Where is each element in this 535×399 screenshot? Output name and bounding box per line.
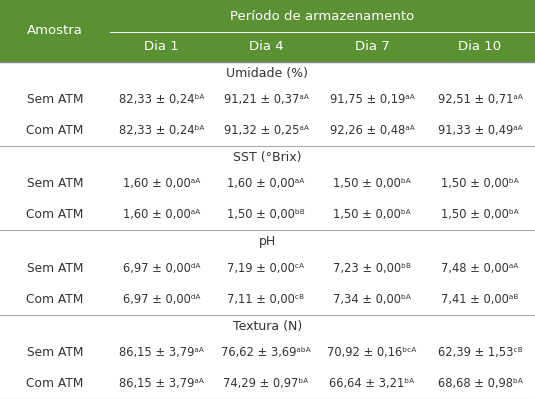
- Text: 7,11 ± 0,00ᶜᴮ: 7,11 ± 0,00ᶜᴮ: [227, 292, 304, 306]
- Text: Sem ATM: Sem ATM: [27, 262, 83, 275]
- Text: 86,15 ± 3,79ᵃᴬ: 86,15 ± 3,79ᵃᴬ: [119, 346, 204, 359]
- Text: 7,41 ± 0,00ᵃᴮ: 7,41 ± 0,00ᵃᴮ: [441, 292, 519, 306]
- Text: SST (°Brix): SST (°Brix): [233, 151, 302, 164]
- Text: 1,60 ± 0,00ᵃᴬ: 1,60 ± 0,00ᵃᴬ: [227, 178, 304, 190]
- Text: Dia 10: Dia 10: [458, 41, 502, 53]
- Text: 7,34 ± 0,00ᵇᴬ: 7,34 ± 0,00ᵇᴬ: [333, 292, 411, 306]
- Text: 92,51 ± 0,71ᵃᴬ: 92,51 ± 0,71ᵃᴬ: [438, 93, 523, 106]
- Text: 91,33 ± 0,49ᵃᴬ: 91,33 ± 0,49ᵃᴬ: [438, 124, 522, 136]
- Text: Com ATM: Com ATM: [26, 292, 83, 306]
- Text: 7,19 ± 0,00ᶜᴬ: 7,19 ± 0,00ᶜᴬ: [227, 262, 304, 275]
- Text: Com ATM: Com ATM: [26, 208, 83, 221]
- Text: Textura (N): Textura (N): [233, 320, 302, 333]
- Text: Umidade (%): Umidade (%): [226, 67, 309, 79]
- Text: Sem ATM: Sem ATM: [27, 346, 83, 359]
- Text: 7,23 ± 0,00ᵇᴮ: 7,23 ± 0,00ᵇᴮ: [333, 262, 411, 275]
- Text: Amostra: Amostra: [27, 24, 83, 38]
- Text: 74,29 ± 0,97ᵇᴬ: 74,29 ± 0,97ᵇᴬ: [224, 377, 309, 390]
- Text: 86,15 ± 3,79ᵃᴬ: 86,15 ± 3,79ᵃᴬ: [119, 377, 204, 390]
- Text: 92,26 ± 0,48ᵃᴬ: 92,26 ± 0,48ᵃᴬ: [330, 124, 415, 136]
- Text: Dia 4: Dia 4: [249, 41, 284, 53]
- Text: 1,60 ± 0,00ᵃᴬ: 1,60 ± 0,00ᵃᴬ: [123, 208, 200, 221]
- Text: 1,50 ± 0,00ᵇᴬ: 1,50 ± 0,00ᵇᴬ: [441, 208, 519, 221]
- Text: 66,64 ± 3,21ᵇᴬ: 66,64 ± 3,21ᵇᴬ: [330, 377, 415, 390]
- Text: 7,48 ± 0,00ᵃᴬ: 7,48 ± 0,00ᵃᴬ: [441, 262, 519, 275]
- Text: 1,50 ± 0,00ᵇᴬ: 1,50 ± 0,00ᵇᴬ: [441, 178, 519, 190]
- Text: 62,39 ± 1,53ᶜᴮ: 62,39 ± 1,53ᶜᴮ: [438, 346, 522, 359]
- Text: 1,50 ± 0,00ᵇᴮ: 1,50 ± 0,00ᵇᴮ: [227, 208, 305, 221]
- Text: 91,32 ± 0,25ᵃᴬ: 91,32 ± 0,25ᵃᴬ: [224, 124, 309, 136]
- Text: Dia 7: Dia 7: [355, 41, 389, 53]
- Text: 1,50 ± 0,00ᵇᴬ: 1,50 ± 0,00ᵇᴬ: [333, 208, 411, 221]
- Text: 82,33 ± 0,24ᵇᴬ: 82,33 ± 0,24ᵇᴬ: [119, 93, 204, 106]
- Text: 70,92 ± 0,16ᵇᶜᴬ: 70,92 ± 0,16ᵇᶜᴬ: [327, 346, 417, 359]
- Text: Com ATM: Com ATM: [26, 124, 83, 136]
- Text: pH: pH: [259, 235, 276, 249]
- Text: Com ATM: Com ATM: [26, 377, 83, 390]
- Text: Sem ATM: Sem ATM: [27, 93, 83, 106]
- Bar: [0, 0, 535, 62]
- Text: 91,21 ± 0,37ᵃᴬ: 91,21 ± 0,37ᵃᴬ: [224, 93, 309, 106]
- Text: 1,60 ± 0,00ᵃᴬ: 1,60 ± 0,00ᵃᴬ: [123, 178, 200, 190]
- Text: 68,68 ± 0,98ᵇᴬ: 68,68 ± 0,98ᵇᴬ: [438, 377, 523, 390]
- Text: 76,62 ± 3,69ᵃᵇᴬ: 76,62 ± 3,69ᵃᵇᴬ: [221, 346, 311, 359]
- Text: Dia 1: Dia 1: [144, 41, 179, 53]
- Text: Sem ATM: Sem ATM: [27, 178, 83, 190]
- Text: 91,75 ± 0,19ᵃᴬ: 91,75 ± 0,19ᵃᴬ: [330, 93, 415, 106]
- Text: Período de armazenamento: Período de armazenamento: [231, 10, 415, 22]
- Text: 82,33 ± 0,24ᵇᴬ: 82,33 ± 0,24ᵇᴬ: [119, 124, 204, 136]
- Text: 1,50 ± 0,00ᵇᴬ: 1,50 ± 0,00ᵇᴬ: [333, 178, 411, 190]
- Text: 6,97 ± 0,00ᵈᴬ: 6,97 ± 0,00ᵈᴬ: [123, 262, 200, 275]
- Text: 6,97 ± 0,00ᵈᴬ: 6,97 ± 0,00ᵈᴬ: [123, 292, 200, 306]
